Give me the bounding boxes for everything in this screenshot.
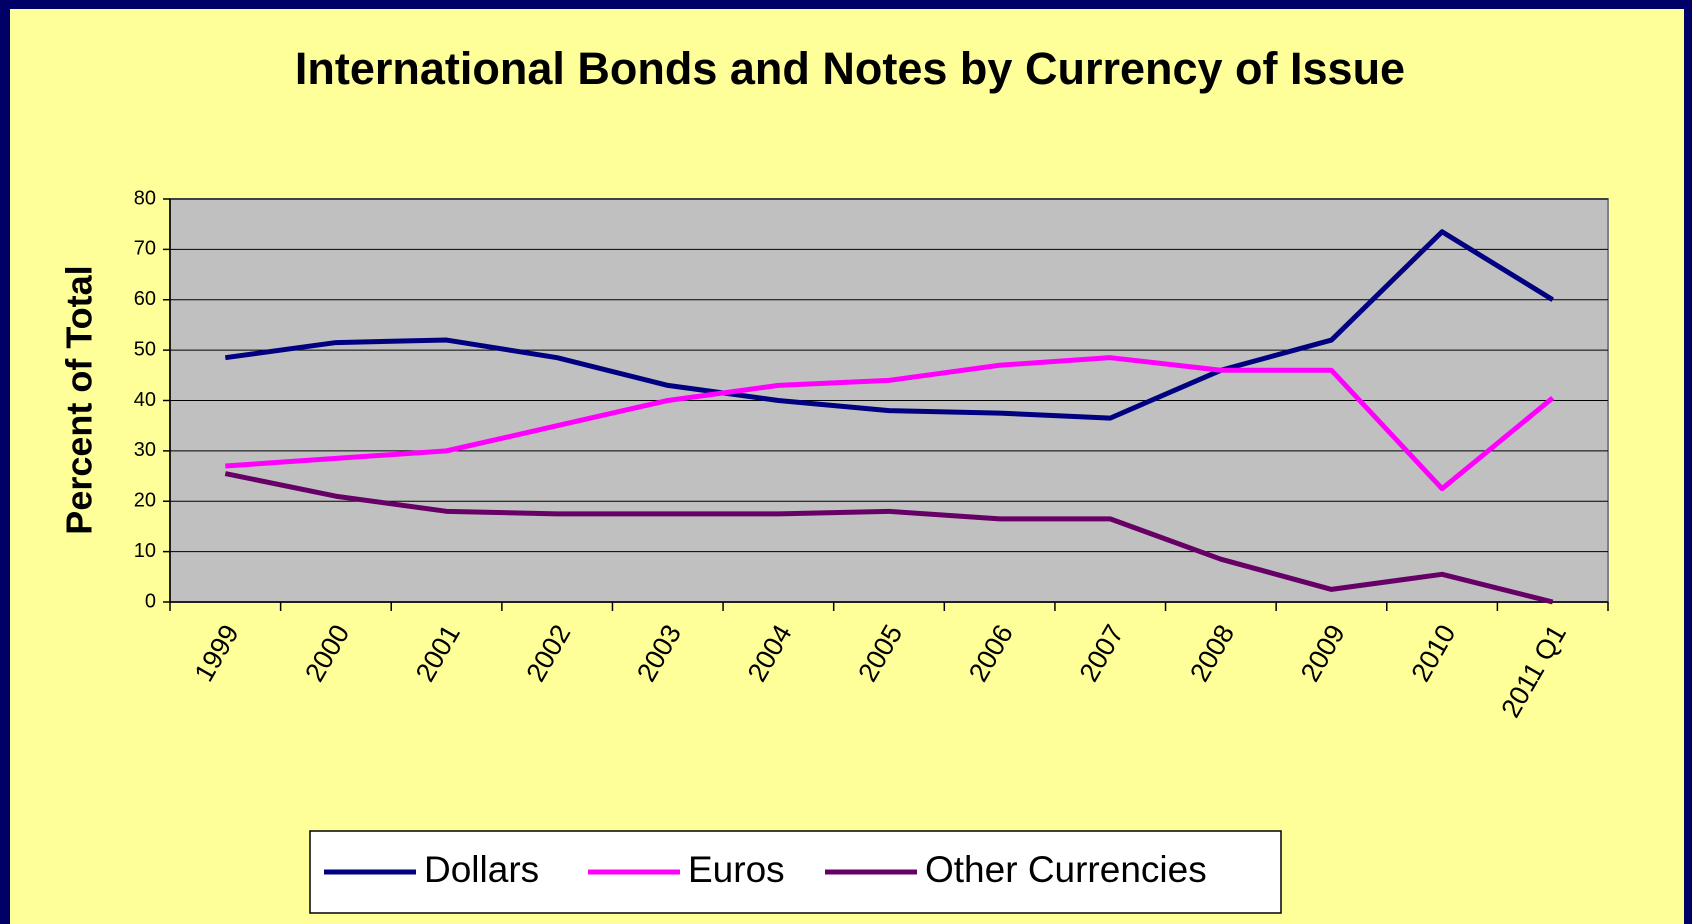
y-tick-label: 80: [134, 187, 156, 209]
y-tick-label: 70: [134, 238, 156, 260]
legend-box: [309, 830, 1282, 914]
data-line: [224, 229, 1555, 421]
y-tick-label: 0: [145, 590, 156, 612]
data-line: [224, 471, 1554, 605]
y-tick-label: 20: [134, 490, 156, 512]
y-tick-label: 60: [134, 288, 156, 310]
legend-label: Euros: [688, 849, 785, 890]
legend-label: Dollars: [424, 849, 539, 890]
y-tick-label: 30: [134, 439, 156, 461]
y-tick-label: 40: [134, 389, 156, 411]
legend-label: Other Currencies: [925, 849, 1207, 890]
y-axis-label: Percent of Total: [59, 265, 100, 534]
chart-title: International Bonds and Notes by Currenc…: [295, 43, 1405, 94]
y-tick-label: 10: [134, 540, 156, 562]
data-line: [225, 355, 1555, 492]
y-tick-label: 50: [134, 338, 156, 360]
